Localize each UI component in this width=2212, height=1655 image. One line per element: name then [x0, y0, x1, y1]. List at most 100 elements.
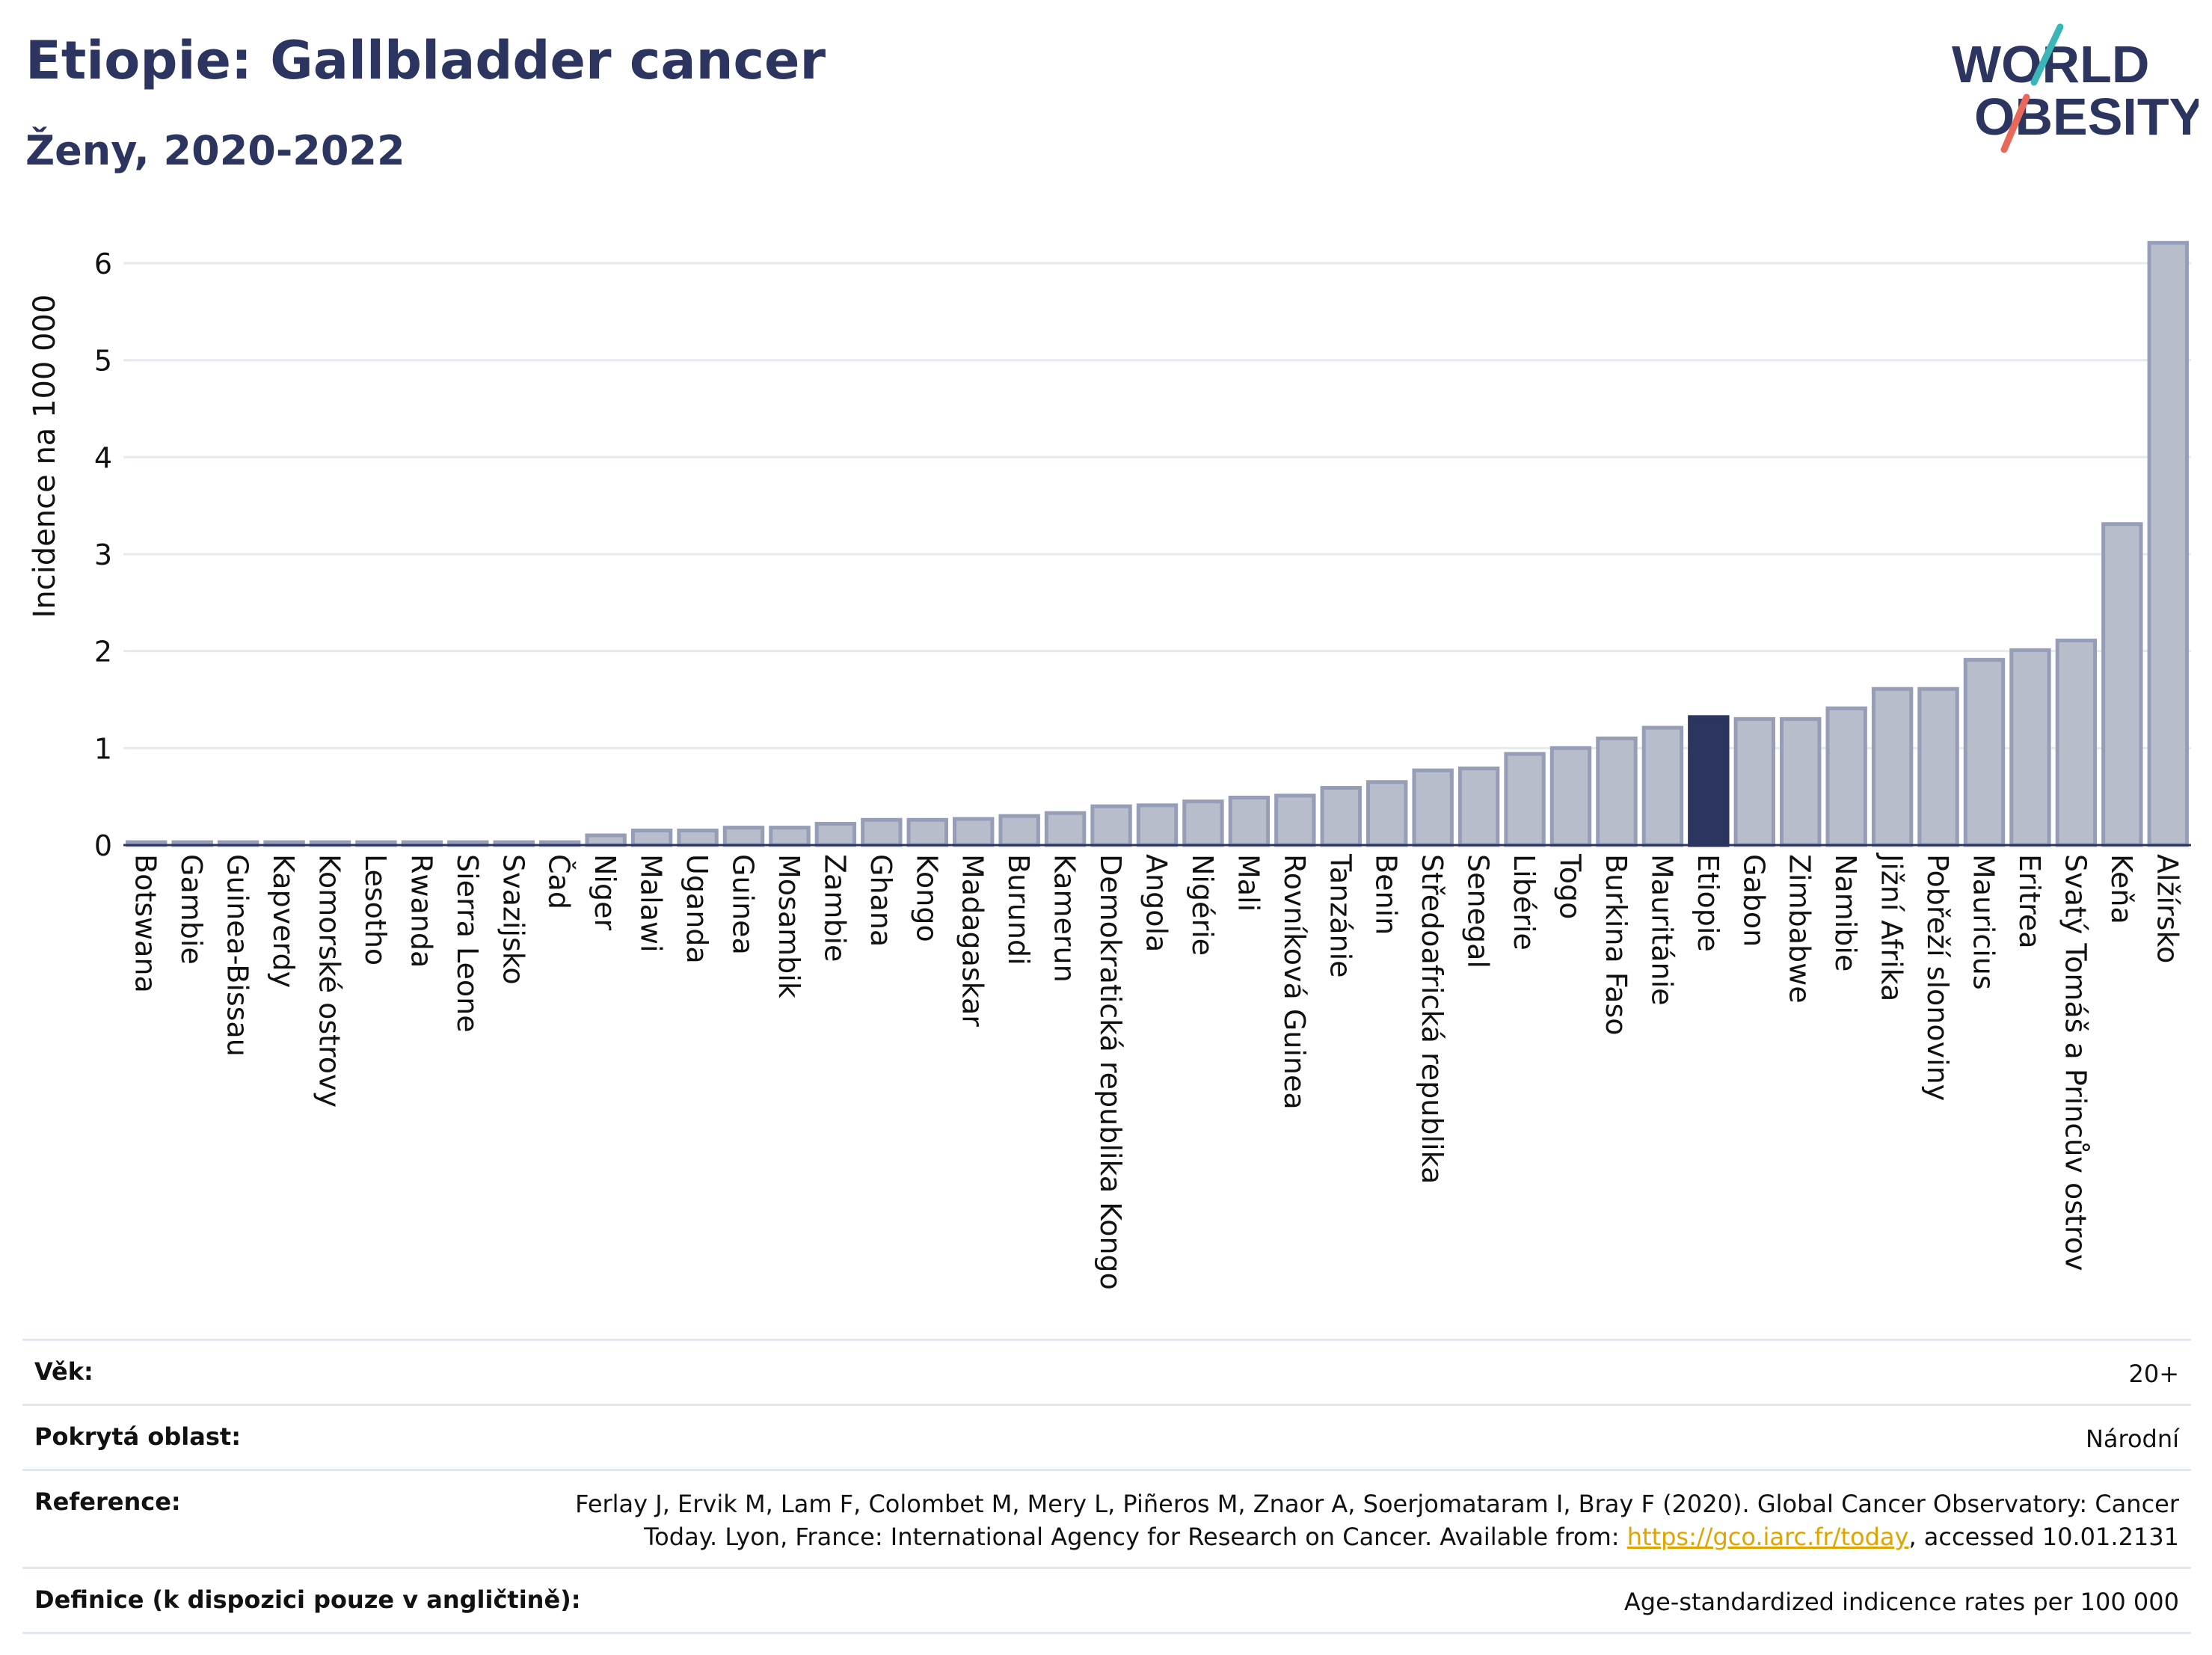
- y-tick-label: 4: [94, 441, 112, 474]
- bar-pobřeží-slonoviny: [1917, 687, 1959, 847]
- bar-mauricius: [1963, 657, 2006, 847]
- bar-ghana: [861, 817, 903, 847]
- bar-etiopie: [1688, 715, 1730, 847]
- info-label: Pokrytá oblast:: [34, 1422, 241, 1451]
- bar-chart: 0 1 2 3 4 5 6 Botswana Gambie Guinea-Bissau Kapve…: [94, 241, 2191, 1290]
- bar-uganda: [677, 829, 719, 847]
- bar-mali: [1228, 795, 1271, 847]
- chart-subtitle: Ženy, 2020-2022: [25, 127, 405, 174]
- bar-zambie: [814, 821, 857, 847]
- bar-středoafrická-republika: [1412, 768, 1454, 847]
- x-tick-label: Burundi: [1002, 854, 1035, 965]
- bar-malawi: [630, 829, 673, 847]
- y-tick-label: 5: [94, 345, 112, 378]
- x-tick-label: Pobřeží slonoviny: [1921, 854, 1954, 1101]
- bar-benin: [1366, 780, 1408, 847]
- bar-libérie: [1504, 752, 1546, 847]
- reference-citation: Ferlay J, Ervik M, Lam F, Colombet M, Me…: [575, 1490, 2179, 1551]
- info-value: Age-standardized indicence rates per 100…: [1623, 1588, 2179, 1616]
- x-tick-label: Tanzánie: [1324, 853, 1357, 978]
- reference-text: Ferlay J, Ervik M, Lam F, Colombet M, Me…: [571, 1487, 2179, 1553]
- x-tick-label: Kamerun: [1048, 854, 1081, 983]
- x-tick-label: Togo: [1554, 853, 1587, 919]
- x-tick-label: Senegal: [1462, 854, 1495, 968]
- x-tick-label: Jižní Afrika: [1875, 853, 1908, 1001]
- bar-demokratická-republika-kongo: [1090, 804, 1132, 847]
- grid-lines: [123, 262, 2191, 749]
- x-tick-label: Gabon: [1737, 854, 1770, 947]
- world-obesity-logo: WORLD OBESITY: [1952, 23, 2199, 153]
- x-tick-label: Svatý Tomáš a Princův ostrov: [2059, 854, 2092, 1271]
- x-tick-label: Mosambik: [772, 854, 805, 998]
- bar-namibie: [1825, 706, 1867, 847]
- x-tick-label: Libérie: [1508, 854, 1540, 951]
- bar-togo: [1549, 746, 1592, 847]
- bar-rovníková-guinea: [1274, 793, 1316, 847]
- x-tick-label: Gambie: [175, 854, 208, 965]
- bar-madagaskar: [953, 817, 995, 847]
- x-tick-label: Malawi: [635, 854, 668, 953]
- bar-niger: [585, 833, 627, 847]
- y-tick-label: 2: [94, 636, 112, 669]
- x-tick-label: Svazijsko: [497, 854, 529, 985]
- x-tick-label: Kapverdy: [267, 854, 300, 988]
- x-tick-label: Demokratická republika Kongo: [1094, 854, 1127, 1290]
- info-label: Reference:: [34, 1487, 181, 1516]
- bar-kongo: [906, 817, 948, 847]
- bars: [126, 241, 2189, 847]
- x-tick-label: Botswana: [129, 854, 162, 993]
- bar-nigérie: [1182, 799, 1224, 847]
- bar-mauritánie: [1641, 725, 1684, 847]
- bar-guinea: [722, 826, 765, 847]
- info-value: 20+: [2128, 1360, 2179, 1388]
- x-tick-label: Madagaskar: [956, 854, 989, 1027]
- x-tick-label: Čad: [543, 854, 576, 909]
- x-tick-label: Guinea: [727, 854, 760, 955]
- info-label: Věk:: [34, 1357, 93, 1386]
- x-tick-label: Rovníková Guinea: [1278, 854, 1311, 1110]
- x-tick-label: Ghana: [864, 854, 897, 947]
- x-tick-label: Eritrea: [2013, 854, 2046, 949]
- bar-tanzánie: [1320, 785, 1362, 847]
- reference-link[interactable]: https://gco.iarc.fr/today: [1626, 1523, 1909, 1551]
- info-row-reference: Reference: Ferlay J, Ervik M, Lam F, Col…: [22, 1469, 2191, 1567]
- x-tick-label: Mauricius: [1967, 854, 2000, 990]
- x-tick-label: Středoafrická republika: [1416, 854, 1448, 1184]
- bar-burkina-faso: [1596, 736, 1638, 847]
- x-tick-label: Etiopie: [1692, 854, 1724, 952]
- x-tick-label: Zambie: [818, 854, 851, 962]
- logo-slash-teal: [2030, 23, 2064, 86]
- logo-slash-red: [2000, 93, 2030, 153]
- x-tick-label: Mali: [1232, 854, 1265, 912]
- x-tick-label: Lesotho: [359, 854, 392, 965]
- bar-svatý-tomáš-a-princův-ostrov: [2055, 638, 2098, 847]
- x-tick-labels: Botswana Gambie Guinea-Bissau Kapverdy Komor…: [129, 853, 2184, 1290]
- x-tick-label: Sierra Leone: [451, 854, 484, 1033]
- info-label: Definice (k dispozici pouze v angličtině…: [34, 1585, 581, 1614]
- chart-title: Etiopie: Gallbladder cancer: [25, 30, 826, 91]
- x-tick-label: Burkina Faso: [1600, 854, 1632, 1036]
- bar-gabon: [1733, 716, 1775, 847]
- bar-keňa: [2101, 522, 2143, 847]
- bar-eritrea: [2009, 648, 2051, 847]
- bar-angola: [1136, 803, 1179, 847]
- y-tick-label: 6: [94, 248, 112, 280]
- x-tick-label: Nigérie: [1186, 854, 1219, 956]
- info-row-definition: Definice (k dispozici pouze v angličtině…: [22, 1567, 2191, 1634]
- info-table: Věk: 20+ Pokrytá oblast: Národní Referen…: [22, 1339, 2191, 1634]
- bar-jižní-afrika: [1871, 687, 1914, 847]
- bar-kamerun: [1044, 811, 1087, 847]
- x-tick-label: Komorské ostrovy: [313, 854, 346, 1108]
- bar-alžírsko: [2147, 241, 2189, 847]
- reference-accessed: , accessed 10.01.2131: [1908, 1523, 2179, 1551]
- x-tick-label: Namibie: [1829, 854, 1862, 971]
- y-tick-labels: 0 1 2 3 4 5 6: [94, 248, 112, 862]
- bar-mosambik: [769, 826, 811, 847]
- bar-zimbabwe: [1780, 716, 1822, 847]
- x-tick-label: Benin: [1370, 854, 1403, 935]
- x-tick-label: Keňa: [2105, 854, 2138, 924]
- info-row-coverage: Pokrytá oblast: Národní: [22, 1404, 2191, 1469]
- x-tick-label: Zimbabwe: [1784, 854, 1816, 1004]
- info-row-age: Věk: 20+: [22, 1339, 2191, 1404]
- y-tick-label: 3: [94, 538, 112, 571]
